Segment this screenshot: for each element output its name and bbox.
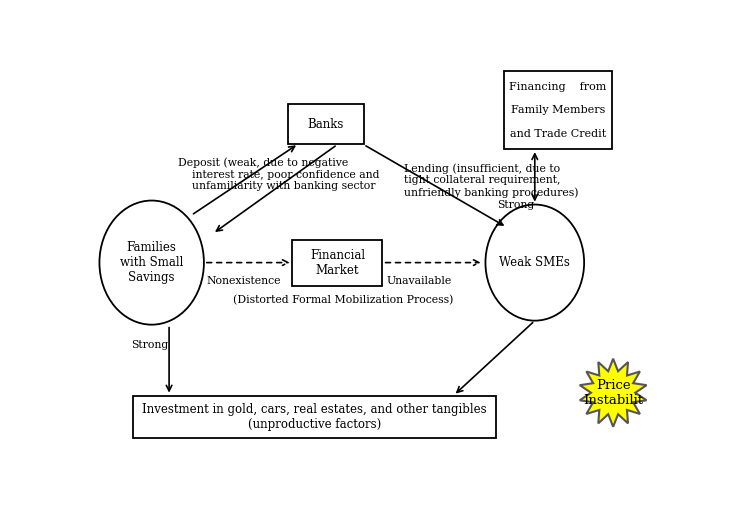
Text: Weak SMEs: Weak SMEs xyxy=(500,256,570,269)
Polygon shape xyxy=(580,359,646,427)
Text: Price
Instabilit: Price Instabilit xyxy=(583,379,643,407)
Text: Financial
Market: Financial Market xyxy=(310,249,365,277)
Text: Unavailable: Unavailable xyxy=(386,276,452,285)
Text: Lending (insufficient, due to
tight collateral requirement,
unfriendly banking p: Lending (insufficient, due to tight coll… xyxy=(404,163,579,198)
Text: Investment in gold, cars, real estates, and other tangibles
(unproductive factor: Investment in gold, cars, real estates, … xyxy=(142,403,487,431)
Text: Banks: Banks xyxy=(308,118,344,131)
Text: Financing    from

Family Members

and Trade Credit: Financing from Family Members and Trade … xyxy=(509,82,607,139)
Text: Strong: Strong xyxy=(497,200,534,210)
Text: Deposit (weak, due to negative
    interest rate, poor confidence and
    unfami: Deposit (weak, due to negative interest … xyxy=(178,158,379,191)
Text: Nonexistence: Nonexistence xyxy=(207,276,282,285)
Text: (Distorted Formal Mobilization Process): (Distorted Formal Mobilization Process) xyxy=(233,295,453,305)
Text: Families
with Small
Savings: Families with Small Savings xyxy=(120,241,184,284)
Text: Strong: Strong xyxy=(131,340,169,349)
